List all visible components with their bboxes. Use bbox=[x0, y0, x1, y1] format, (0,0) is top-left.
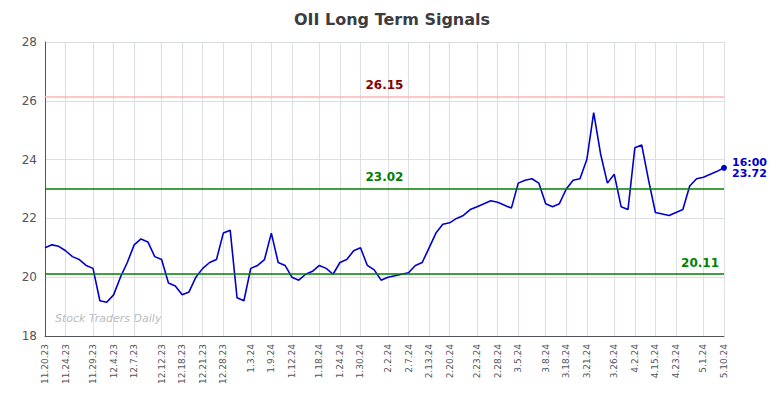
svg-text:12.21.23: 12.21.23 bbox=[198, 344, 208, 384]
svg-text:3.21.24: 3.21.24 bbox=[582, 344, 592, 379]
svg-text:2.23.24: 2.23.24 bbox=[472, 344, 482, 379]
svg-text:2.13.24: 2.13.24 bbox=[424, 344, 434, 379]
svg-text:1.24.24: 1.24.24 bbox=[335, 344, 345, 379]
svg-text:1.9.24: 1.9.24 bbox=[266, 344, 276, 373]
svg-text:5.1.24: 5.1.24 bbox=[698, 344, 708, 373]
svg-text:OII Long Term Signals: OII Long Term Signals bbox=[294, 10, 490, 29]
svg-text:4.2.24: 4.2.24 bbox=[630, 344, 640, 373]
svg-text:5.10.24: 5.10.24 bbox=[719, 344, 729, 379]
svg-text:4.23.24: 4.23.24 bbox=[671, 344, 681, 379]
svg-text:11.29.23: 11.29.23 bbox=[88, 344, 98, 384]
svg-text:24: 24 bbox=[22, 153, 37, 167]
svg-text:26: 26 bbox=[22, 94, 37, 108]
svg-text:2.20.24: 2.20.24 bbox=[445, 344, 455, 379]
svg-text:3.26.24: 3.26.24 bbox=[609, 344, 619, 379]
svg-text:12.28.23: 12.28.23 bbox=[218, 344, 228, 384]
svg-text:12.12.23: 12.12.23 bbox=[157, 344, 167, 384]
svg-text:2.2.24: 2.2.24 bbox=[383, 344, 393, 373]
svg-text:3.18.24: 3.18.24 bbox=[561, 344, 571, 379]
svg-text:12.4.23: 12.4.23 bbox=[109, 344, 119, 378]
svg-text:26.15: 26.15 bbox=[366, 78, 404, 92]
svg-text:18: 18 bbox=[22, 329, 37, 343]
svg-text:11.24.23: 11.24.23 bbox=[61, 344, 71, 384]
svg-text:23.72: 23.72 bbox=[732, 167, 767, 180]
svg-text:1.30.24: 1.30.24 bbox=[355, 344, 365, 379]
svg-text:1.3.24: 1.3.24 bbox=[246, 344, 256, 373]
svg-text:23.02: 23.02 bbox=[366, 170, 404, 184]
svg-text:11.20.23: 11.20.23 bbox=[40, 344, 50, 384]
svg-text:3.5.24: 3.5.24 bbox=[513, 344, 523, 373]
svg-text:3.8.24: 3.8.24 bbox=[541, 344, 551, 373]
svg-text:2.28.24: 2.28.24 bbox=[493, 344, 503, 379]
svg-text:22: 22 bbox=[22, 211, 37, 225]
svg-text:20: 20 bbox=[22, 270, 37, 284]
svg-text:12.7.23: 12.7.23 bbox=[129, 344, 139, 378]
svg-text:Stock Traders Daily: Stock Traders Daily bbox=[55, 312, 162, 325]
svg-text:20.11: 20.11 bbox=[681, 256, 719, 270]
svg-text:16:00: 16:00 bbox=[732, 155, 767, 169]
svg-text:2.7.24: 2.7.24 bbox=[404, 344, 414, 373]
svg-text:1.18.24: 1.18.24 bbox=[314, 344, 324, 379]
svg-text:4.15.24: 4.15.24 bbox=[650, 344, 660, 379]
svg-text:12.18.23: 12.18.23 bbox=[177, 344, 187, 384]
svg-text:1.12.24: 1.12.24 bbox=[287, 344, 297, 379]
svg-text:28: 28 bbox=[22, 35, 37, 49]
